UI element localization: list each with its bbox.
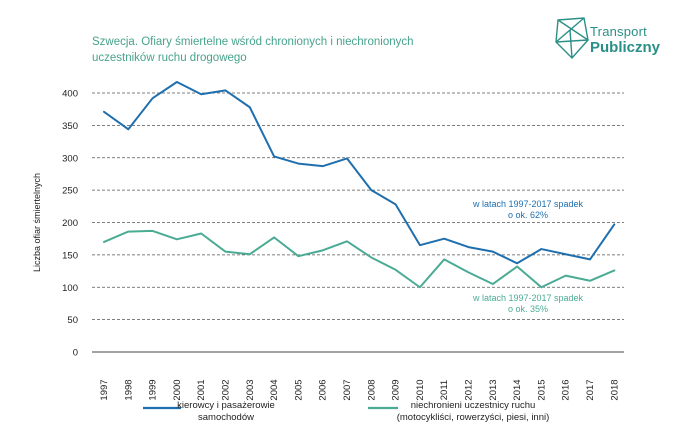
x-tick-label: 2004 bbox=[269, 379, 280, 400]
legend-label-2: niechronieni uczestnicy ruchu bbox=[411, 400, 536, 411]
annotation-text: w latach 1997-2017 spadek bbox=[472, 293, 584, 303]
x-tick-label: 2007 bbox=[342, 379, 353, 400]
chart-title: Szwecja. Ofiary śmiertelne wśród chronio… bbox=[92, 36, 414, 64]
x-tick-label: 2013 bbox=[488, 379, 499, 400]
y-tick-label: 350 bbox=[62, 121, 78, 132]
y-axis-label: Liczba ofiar śmiertelnych bbox=[32, 173, 42, 272]
y-tick-label: 100 bbox=[62, 283, 78, 294]
series-line-1 bbox=[103, 80, 616, 265]
y-tick-label: 200 bbox=[62, 218, 78, 229]
logo-text-transport: Transport bbox=[590, 24, 647, 39]
x-tick-label: 1997 bbox=[99, 379, 110, 400]
x-tick-label: 2010 bbox=[415, 379, 426, 400]
x-tick-label: 2000 bbox=[172, 379, 183, 400]
y-tick-label: 0 bbox=[73, 348, 78, 359]
x-tick-label: 2018 bbox=[609, 379, 620, 400]
x-tick-label: 1999 bbox=[148, 379, 159, 400]
x-tick-label: 2016 bbox=[561, 379, 572, 400]
annotation-text: o ok. 35% bbox=[508, 304, 548, 314]
y-tick-label: 300 bbox=[62, 153, 78, 164]
x-tick-label: 2003 bbox=[245, 379, 256, 400]
y-tick-label: 250 bbox=[62, 186, 78, 197]
x-tick-label: 2005 bbox=[293, 379, 304, 400]
logo: Transport Publiczny bbox=[552, 14, 672, 74]
legend-label-2: (motocykliści, rowerzyści, piesi, inni) bbox=[397, 412, 550, 423]
x-tick-label: 2017 bbox=[585, 379, 596, 400]
x-tick-label: 2011 bbox=[439, 380, 450, 400]
x-tick-label: 2009 bbox=[391, 379, 402, 400]
x-tick-label: 2008 bbox=[366, 379, 377, 400]
x-tick-label: 2001 bbox=[196, 379, 207, 400]
legend-label-1: kierowcy i pasażerowie bbox=[177, 400, 275, 411]
logo-text-publiczny: Publiczny bbox=[590, 39, 661, 56]
y-tick-label: 400 bbox=[62, 89, 78, 100]
transport-publiczny-logo-icon bbox=[555, 17, 589, 60]
x-tick-label: 1998 bbox=[123, 379, 134, 400]
y-tick-label: 50 bbox=[67, 315, 78, 326]
x-tick-label: 2014 bbox=[512, 379, 523, 400]
x-tick-label: 2012 bbox=[464, 379, 475, 400]
annotation-text: o ok. 62% bbox=[508, 210, 548, 220]
y-tick-label: 150 bbox=[62, 250, 78, 261]
x-tick-label: 2015 bbox=[536, 379, 547, 400]
legend-label-1: samochodów bbox=[198, 412, 254, 423]
x-tick-label: 2002 bbox=[221, 379, 232, 400]
x-tick-label: 2006 bbox=[318, 379, 329, 400]
annotation-text: w latach 1997-2017 spadek bbox=[472, 199, 584, 209]
series-line-2 bbox=[103, 229, 616, 289]
